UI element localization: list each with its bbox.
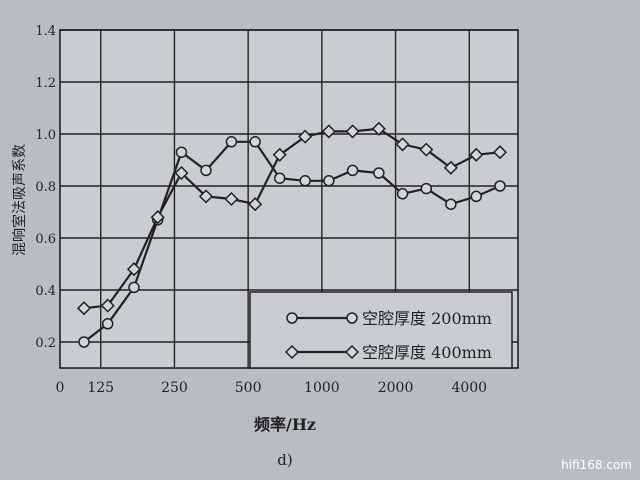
legend: 空腔厚度 200mm 空腔厚度 400mm [249,291,513,369]
diamond-marker [469,147,484,162]
x-tick-label: 4000 [451,380,487,396]
circle-marker [299,175,311,187]
x-axis-label: 频率/Hz [254,415,316,434]
y-tick-label: 1.4 [35,24,56,39]
legend-circle-marker [286,312,298,324]
diamond-marker [395,137,410,152]
diamond-marker [150,210,165,225]
diamond-marker [100,298,115,313]
diamond-marker [248,197,263,212]
circle-marker [249,136,261,148]
diamond-marker [492,145,508,160]
x-tick-label: 250 [161,380,188,396]
series-2 [76,121,508,316]
circle-marker [420,182,433,195]
diamond-marker [443,160,458,175]
series-1 [78,136,506,348]
circle-marker [470,190,483,203]
y-axis-label: 混响室法吸声系数 [11,144,28,256]
figure-caption: d) [277,451,292,469]
circle-marker [175,146,188,158]
x-tick-label: 2000 [378,380,414,396]
circle-marker [200,164,212,177]
diamond-marker [198,189,214,204]
y-tick-label: 0.8 [35,180,56,195]
circle-marker [346,164,359,177]
legend-circle-marker [346,312,358,324]
origin-label: 0 [56,380,65,396]
circle-marker [128,281,140,294]
circle-marker [373,167,385,179]
legend-label: 空腔厚度 400mm [362,343,492,362]
diamond-marker [126,262,142,277]
x-tick-label: 500 [235,380,262,396]
diamond-marker [321,124,336,139]
legend-diamond-marker [344,344,360,360]
circle-marker [494,180,506,192]
circle-marker [273,172,286,184]
y-tick-label: 0.2 [35,336,56,351]
circle-marker [78,336,90,348]
legend-label: 空腔厚度 200mm [362,309,492,328]
diamond-marker [371,121,386,136]
diamond-marker [298,129,313,144]
x-tick-label: 125 [87,380,114,396]
y-tick-label: 0.6 [35,232,56,247]
circle-marker [225,136,238,148]
diamond-marker [224,191,239,207]
diamond-marker [174,165,189,181]
diamond-marker [345,124,360,139]
series-line [83,127,501,310]
legend-diamond-marker [284,344,300,360]
diamond-marker [76,301,92,316]
diamond-marker [272,147,287,162]
circle-marker [101,318,114,330]
y-tick-label: 1.2 [35,76,56,91]
y-tick-label: 1.0 [35,128,56,143]
circle-marker [323,175,335,187]
diamond-marker [419,142,434,157]
watermark: hifi168.com [561,458,632,472]
x-tick-label: 1000 [304,380,340,396]
y-tick-label: 0.4 [35,284,56,299]
circle-marker [396,188,409,200]
circle-marker [445,198,457,210]
